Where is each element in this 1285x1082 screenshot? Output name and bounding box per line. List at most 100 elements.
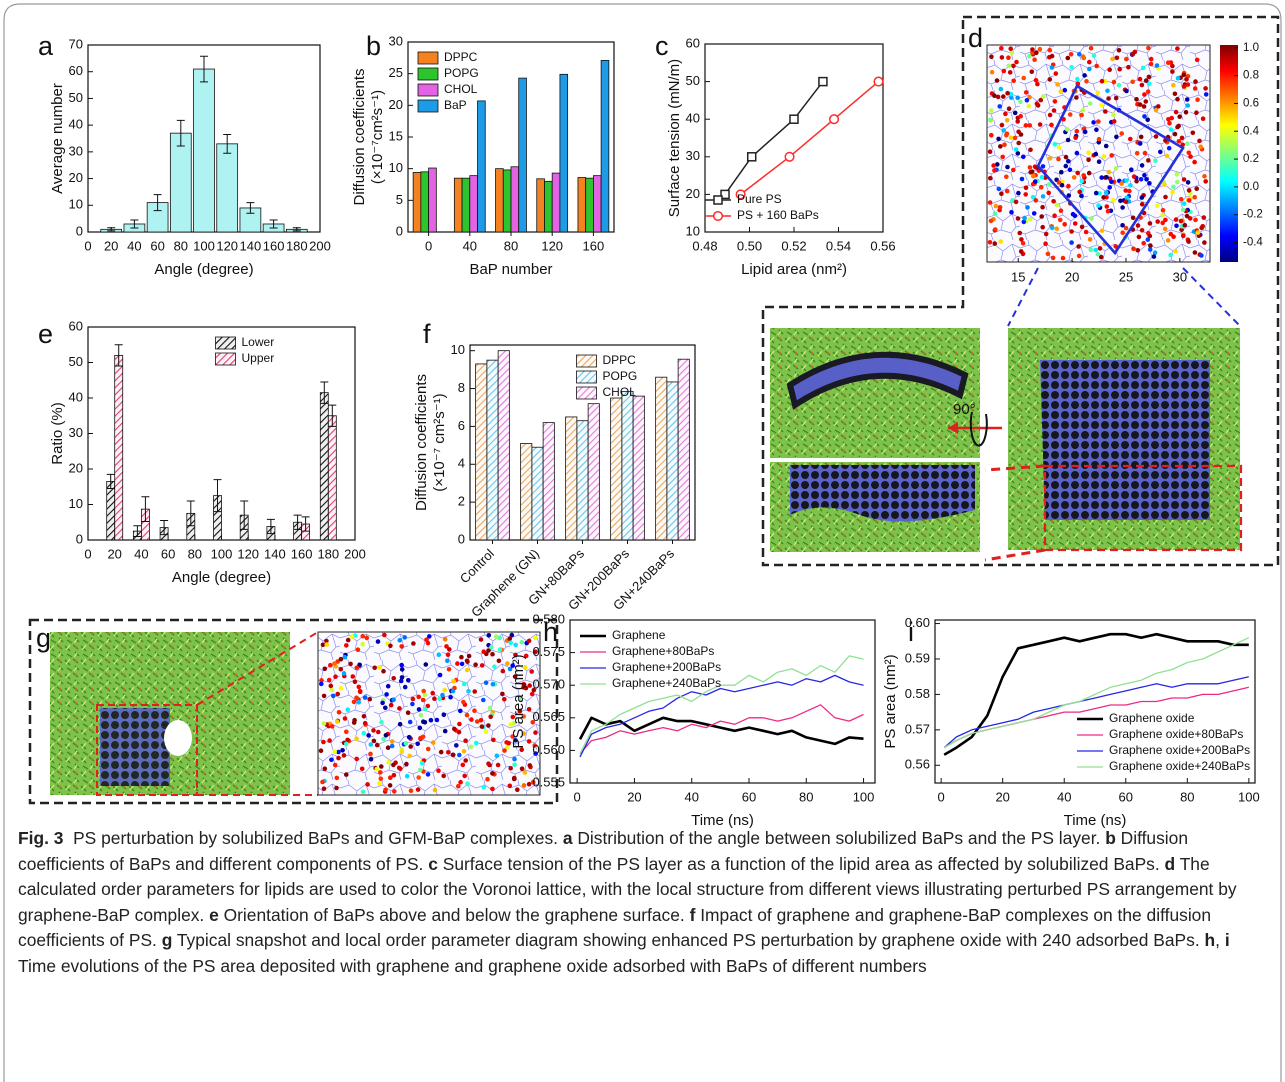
order-dot [1174, 172, 1180, 177]
order-dot [321, 786, 327, 791]
order-dot [1105, 88, 1110, 94]
x-axis-label: Time (ns) [1064, 812, 1127, 829]
error-bar [133, 525, 142, 537]
order-dot [450, 752, 456, 758]
y-axis-label: Diffusion coefficients [413, 374, 430, 511]
order-dot [1018, 249, 1024, 254]
order-dot [1101, 195, 1106, 200]
order-dot [1151, 254, 1157, 259]
legend-swatch [417, 99, 439, 113]
bar [495, 168, 504, 233]
order-dot [1154, 63, 1160, 68]
order-dot [1183, 110, 1189, 115]
order-dot [360, 641, 366, 647]
order-dot [987, 149, 993, 154]
x-tick-label: 80 [188, 546, 202, 561]
bar [536, 178, 545, 233]
order-dot [1054, 226, 1060, 231]
order-dot [1059, 169, 1064, 175]
order-dot [368, 751, 373, 757]
order-dot [1093, 190, 1099, 196]
order-dot [335, 691, 341, 697]
error-bar [160, 519, 169, 536]
bar [559, 73, 569, 233]
order-dot [457, 721, 462, 727]
order-dot [1060, 255, 1066, 261]
order-dot [1137, 76, 1143, 82]
order-dot [464, 712, 470, 718]
bar [216, 143, 239, 233]
order-dot [1021, 154, 1026, 160]
order-dot [416, 775, 422, 780]
order-dot [1179, 227, 1184, 232]
order-dot [1194, 186, 1199, 191]
order-dot [1184, 97, 1190, 102]
order-dot [388, 775, 393, 780]
order-dot [1203, 86, 1208, 91]
order-dot [436, 768, 441, 773]
order-dot [421, 688, 427, 694]
order-dot [1111, 112, 1116, 117]
order-dot [1181, 201, 1187, 206]
plot-frame [704, 43, 884, 233]
hole [164, 720, 192, 756]
bar [531, 446, 544, 541]
order-dot [1118, 198, 1123, 204]
y-tick-label: 20 [69, 460, 83, 475]
caption-text: Diffusion coefficients of BaPs and diffe… [18, 828, 1193, 874]
y-tick-label: 50 [686, 73, 700, 88]
order-dot [1005, 90, 1010, 96]
order-dot [456, 783, 461, 789]
order-dot [1130, 79, 1135, 85]
error-bar [269, 219, 278, 229]
y-tick-label: 10 [451, 342, 465, 357]
order-dot [469, 717, 474, 722]
order-dot [515, 787, 520, 792]
order-dot [384, 692, 389, 697]
order-dot [1141, 104, 1147, 109]
order-dot [1094, 127, 1099, 132]
order-dot [533, 649, 538, 655]
order-dot [364, 635, 370, 641]
bar [477, 100, 486, 233]
order-dot [415, 787, 421, 792]
order-dot [345, 737, 350, 743]
order-dot [1145, 89, 1151, 94]
order-dot [389, 743, 395, 749]
order-dot [1079, 112, 1084, 118]
y-tick-label: 40 [69, 117, 83, 132]
order-dot [445, 652, 451, 657]
bar [461, 177, 471, 233]
y-tick-label: 0 [396, 223, 403, 238]
order-dot [381, 736, 386, 742]
order-dot [380, 700, 385, 706]
order-dot [1077, 189, 1082, 195]
order-dot [399, 667, 405, 672]
legend-swatch [417, 83, 439, 97]
order-dot [1015, 216, 1021, 221]
zoom-lines-red [984, 464, 1046, 562]
order-dot [1123, 188, 1128, 193]
order-dot [1175, 46, 1180, 51]
order-dot [1009, 50, 1015, 56]
order-dot [1102, 78, 1108, 84]
order-dot [490, 681, 496, 687]
x-tick-label: 120 [541, 238, 563, 253]
order-dot [1186, 188, 1192, 193]
order-dot [1004, 188, 1010, 194]
order-dot [1051, 108, 1057, 113]
order-dot [1128, 183, 1133, 188]
order-dot [336, 710, 342, 715]
order-dot [457, 752, 462, 758]
series-line [943, 637, 1250, 749]
order-dot [1087, 59, 1092, 65]
order-dot [519, 747, 524, 752]
order-dot [1160, 220, 1165, 226]
order-dot [371, 738, 377, 744]
order-dot [1096, 203, 1101, 208]
error-bar [293, 514, 302, 530]
order-dot [1031, 211, 1037, 216]
order-dot [478, 637, 484, 642]
voronoi-image [318, 632, 540, 795]
x-tick-label: 60 [1119, 789, 1133, 804]
